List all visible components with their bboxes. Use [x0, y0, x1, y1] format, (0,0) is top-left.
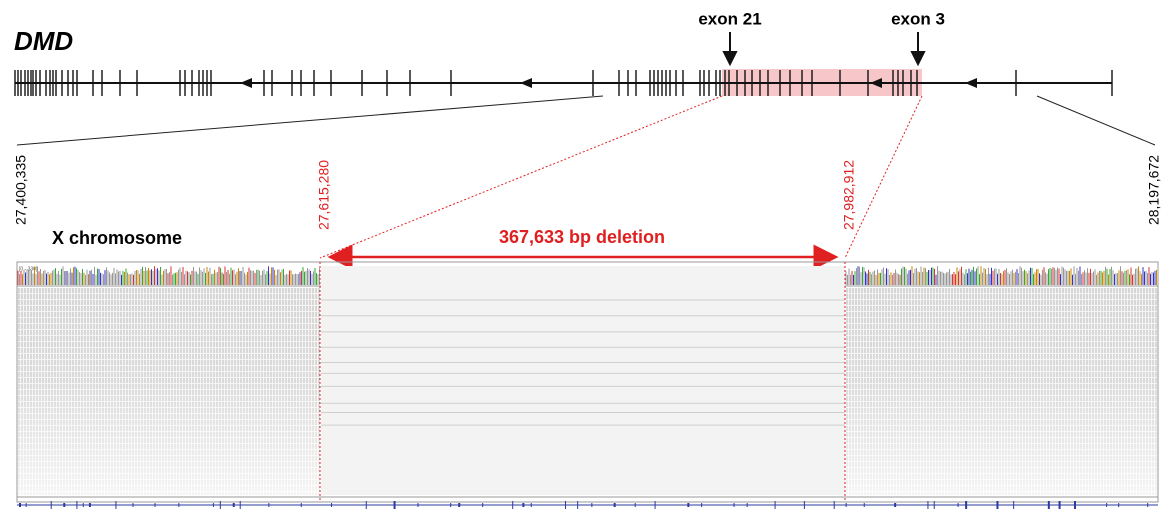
- exon-label: exon 21: [698, 9, 761, 28]
- deletion-label: 367,633 bp deletion: [499, 227, 665, 247]
- exon-arrow: [912, 32, 924, 64]
- coordinate: 27,400,335: [13, 155, 29, 225]
- zoom-line: [1037, 96, 1155, 145]
- figure: DMD exon 21 exon 3 27,400,335 27,615,280…: [0, 0, 1162, 512]
- reads-fade: [846, 288, 1157, 495]
- exon-arrow: [724, 32, 736, 64]
- reads-fade: [18, 288, 320, 495]
- chromosome-label: X chromosome: [52, 228, 182, 248]
- gene-name: DMD: [14, 26, 73, 56]
- coordinate: 27,615,280: [316, 160, 332, 230]
- exon-label: exon 3: [891, 9, 945, 28]
- strand-arrow: [965, 78, 977, 88]
- strand-arrow: [520, 78, 532, 88]
- coordinate: 27,982,912: [841, 160, 857, 230]
- zoom-line: [17, 96, 603, 145]
- coordinate: 28,197,672: [1146, 155, 1162, 225]
- strand-arrow: [240, 78, 252, 88]
